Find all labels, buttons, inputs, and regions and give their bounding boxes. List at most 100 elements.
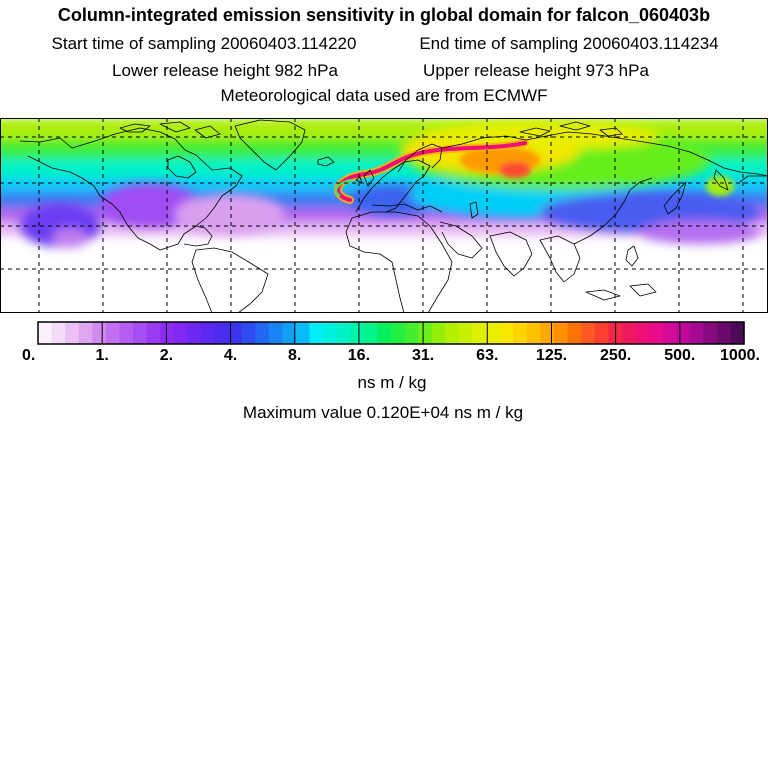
field-lobe-pacific-tail: [52, 228, 88, 248]
graticule: [0, 118, 768, 313]
colorbar-swatch: [173, 322, 188, 344]
colorbar-swatch: [445, 322, 460, 344]
colorbar-swatch: [540, 322, 555, 344]
colorbar-swatch: [78, 322, 93, 344]
colorbar-swatch: [499, 322, 514, 344]
colorbar-tick-label: 125.: [536, 347, 567, 364]
coast-north-america: [19, 127, 243, 251]
coast-africa-west: [345, 217, 405, 313]
colorbar-tick-label: 1.: [96, 347, 109, 364]
colorbar-frame: [37, 321, 745, 345]
colorbar-swatch: [295, 322, 311, 344]
colorbar-swatch: [38, 322, 53, 344]
colorbar-swatch: [513, 322, 528, 344]
coast-british-isles: [355, 169, 375, 187]
colorbar-swatch: [323, 322, 338, 344]
colorbar-tick-label: 0.: [22, 347, 35, 364]
colorbar-swatch: [581, 322, 596, 344]
colorbar-swatch: [336, 322, 351, 344]
colorbar-swatch: [730, 322, 745, 344]
colorbar-swatch: [309, 322, 324, 344]
coast-greenland: [234, 119, 306, 171]
sensitivity-field: [0, 118, 768, 313]
colorbar-tick-label: 2.: [160, 347, 173, 364]
met-data-label: Meteorological data used are from ECMWF: [221, 86, 548, 105]
colorbar-swatch: [105, 322, 121, 344]
colorbar-swatch: [133, 322, 148, 344]
colorbar-swatch: [418, 322, 433, 344]
colorbar-swatch: [377, 322, 392, 344]
colorbar-dividers: [101, 322, 681, 344]
coast-gulf: [183, 225, 213, 247]
colorbar-swatch: [363, 322, 379, 344]
colorbar-tick-label: 16.: [348, 347, 370, 364]
colorbar-tick-label: 31.: [412, 347, 434, 364]
plume-track-release: [334, 178, 353, 198]
colorbar-tick-labels: 0. 1. 2. 4. 8. 16. 31. 63. 125. 250. 500. 1000.: [22, 347, 760, 364]
coast-japan: [663, 181, 687, 215]
colorbar-swatch: [65, 322, 80, 344]
colorbar-swatch: [553, 322, 569, 344]
colorbar-tick-label: 8.: [288, 347, 301, 364]
coast-caspian: [469, 201, 479, 219]
colorbar-swatch: [255, 322, 270, 344]
colorbar-swatch: [703, 322, 718, 344]
colorbar-swatch: [689, 322, 704, 344]
colorbar-swatch: [486, 322, 501, 344]
colorbar-swatch: [214, 322, 229, 344]
coast-hudson-bay: [167, 155, 197, 179]
coast-scandinavia: [397, 143, 443, 173]
field-lobe-america-purple: [100, 183, 200, 227]
maximum-value-label: Maximum value 0.120E+04 ns m / kg: [243, 403, 523, 422]
upper-height-label: Upper release height 973 hPa: [423, 61, 649, 80]
colorbar-swatch: [241, 322, 256, 344]
colorbar-swatch: [716, 322, 732, 344]
coast-philippines: [625, 245, 639, 267]
coast-india: [489, 231, 533, 277]
colorbar-swatch: [146, 322, 161, 344]
colorbar-swatch: [228, 322, 243, 344]
coast-kamchatka: [713, 169, 729, 191]
colorbar-swatch: [404, 322, 419, 344]
coast-china-coast: [573, 177, 653, 245]
colorbar-swatch: [92, 322, 107, 344]
colorbar: 0. 1. 2. 4. 8. 16. 31. 63. 125. 250. 500. 1000.: [22, 321, 760, 364]
coast-arctic-islands: [519, 121, 623, 137]
colorbar-swatch: [526, 322, 541, 344]
colorbar-swatches: [38, 322, 745, 344]
coast-africa: [351, 211, 453, 313]
colorbar-swatch: [635, 322, 650, 344]
colorbar-swatch: [391, 322, 406, 344]
colorbar-tick-label: 1000.: [720, 347, 760, 364]
colorbar-swatch: [119, 322, 134, 344]
field-lobe-america-pale: [175, 194, 285, 234]
colorbar-swatch: [431, 322, 446, 344]
colorbar-swatch: [51, 322, 66, 344]
coast-canadian-archipelago: [119, 121, 221, 139]
colorbar-swatch: [662, 322, 677, 344]
colorbar-swatch: [282, 322, 297, 344]
field-lobe-asia-purple: [640, 220, 760, 244]
coast-arabia: [439, 221, 483, 259]
field-core-red: [499, 162, 531, 178]
coast-indonesia: [585, 283, 657, 301]
colorbar-swatch: [200, 322, 216, 344]
end-time-label: End time of sampling 20060403.114234: [419, 34, 718, 53]
colorbar-tick-label: 250.: [600, 347, 631, 364]
colorbar-swatch: [567, 322, 582, 344]
lower-height-label: Lower release height 982 hPa: [112, 61, 338, 80]
colorbar-swatch: [458, 322, 474, 344]
coast-south-america-west: [191, 249, 213, 313]
coast-alaska: [739, 175, 768, 183]
coast-iceland: [317, 156, 335, 167]
plot-title: Column-integrated emission sensitivity i…: [58, 5, 710, 25]
colorbar-swatch: [648, 322, 664, 344]
coast-southeast-asia: [539, 235, 581, 283]
colorbar-tick-label: 4.: [224, 347, 237, 364]
colorbar-tick-label: 500.: [664, 347, 695, 364]
colorbar-swatch: [676, 322, 691, 344]
colorbar-swatch: [472, 322, 487, 344]
map-panel: [0, 118, 768, 313]
colorbar-swatch: [594, 322, 609, 344]
